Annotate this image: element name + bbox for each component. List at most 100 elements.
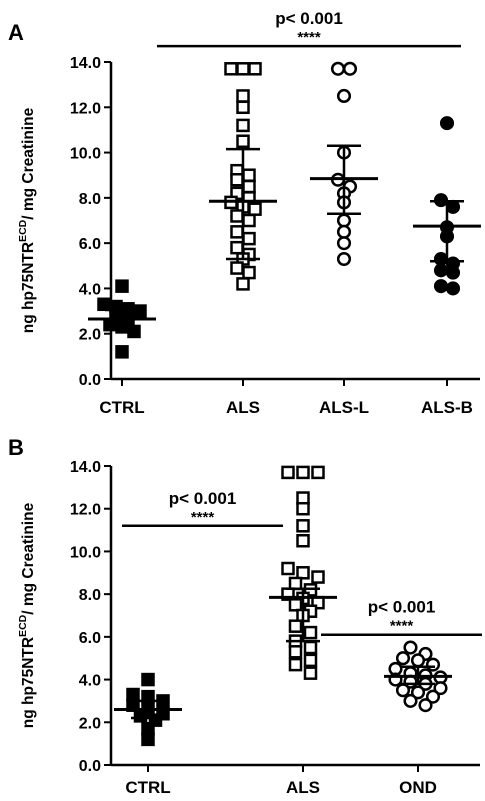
data-point-circle <box>425 657 441 672</box>
y-tick-label: 8.0 <box>79 587 101 604</box>
data-point-square <box>311 570 325 584</box>
data-point-circle <box>445 281 461 296</box>
y-axis-label-sup: ECD <box>17 614 29 637</box>
y-tick-label: 10.0 <box>70 146 101 163</box>
data-point-square <box>115 345 129 359</box>
y-tick-label: 12.0 <box>70 502 101 519</box>
data-point-square <box>224 62 238 76</box>
data-point-circle <box>425 689 441 704</box>
data-point-circle <box>439 116 455 131</box>
data-point-square <box>236 62 250 76</box>
data-point-square <box>115 279 129 293</box>
data-point-square <box>303 640 318 655</box>
data-point-square <box>242 179 256 194</box>
y-tick-label: 10.0 <box>70 544 101 561</box>
y-axis-label-tail: / mg Creatinine <box>20 107 37 219</box>
y-tick-label: 2.0 <box>79 327 101 344</box>
data-point-square <box>236 100 250 115</box>
data-point-square <box>248 202 262 216</box>
data-point-circle <box>336 236 352 251</box>
y-axis-label-tail: / mg Creatinine <box>20 502 37 614</box>
data-point-circle <box>433 681 448 696</box>
data-point-square <box>303 653 318 668</box>
data-point-square <box>126 687 140 702</box>
data-point-square <box>141 732 155 747</box>
y-tick-label: 14.0 <box>70 459 101 476</box>
data-point-square <box>242 213 256 228</box>
category-label: ALS-L <box>319 398 369 417</box>
data-point-circle <box>336 88 352 104</box>
category-label: ALS <box>286 778 320 797</box>
y-axis-label-main: ng hp75NTR <box>20 637 37 728</box>
data-point-square <box>236 118 250 133</box>
data-point-square <box>141 672 155 687</box>
y-axis-label: ng hp75NTRECD/ mg Creatinine <box>17 107 37 333</box>
y-tick-label: 14.0 <box>70 55 101 72</box>
y-axis-label-main: ng hp75NTR <box>20 242 37 333</box>
category-label: OND <box>399 778 437 797</box>
significance-label: p< 0.001 <box>169 489 237 508</box>
y-tick-label: 0.0 <box>79 758 101 775</box>
data-point-circle <box>336 224 352 239</box>
data-point-circle <box>403 693 418 708</box>
data-point-square <box>230 240 244 255</box>
data-point-square <box>230 225 244 239</box>
panel-a: A 0.0 2.0 4.0 6.0 8.0 10.0 12.0 14.0 ng hp75NTREC… <box>8 9 481 417</box>
data-point-circle <box>395 651 411 666</box>
data-point-circle <box>445 199 461 214</box>
y-tick-label: 6.0 <box>79 236 101 253</box>
y-tick-label: 8.0 <box>79 191 101 208</box>
data-point-square <box>296 491 310 505</box>
data-point-square <box>303 666 318 680</box>
data-point-square <box>296 519 310 533</box>
panel-letter: B <box>8 435 24 460</box>
data-point-circle <box>330 61 346 76</box>
data-point-circle <box>433 263 449 278</box>
data-point-square <box>230 209 244 223</box>
data-point-circle <box>410 685 426 700</box>
data-point-square <box>236 277 250 291</box>
data-point-square <box>288 657 303 672</box>
data-point-square <box>296 465 310 480</box>
y-tick-label: 2.0 <box>79 715 101 732</box>
category-label: ALS-B <box>421 398 473 417</box>
y-axis-label-sup: ECD <box>17 219 29 242</box>
data-point-square <box>230 172 244 187</box>
data-point-square <box>303 625 318 640</box>
y-tick-label: 0.0 <box>79 372 101 389</box>
data-point-circle <box>433 279 449 294</box>
panel-letter: A <box>8 20 24 45</box>
data-point-square <box>148 713 163 727</box>
data-point-square <box>288 598 303 612</box>
y-tick-label: 6.0 <box>79 630 101 647</box>
panel-b: B 0.0 2.0 4.0 6.0 8.0 10.0 12.0 14.0 ng hp75NTREC… <box>8 435 482 797</box>
data-point-square <box>296 566 310 580</box>
data-point-square <box>288 576 303 591</box>
data-point-square <box>242 231 256 246</box>
y-tick-label: 4.0 <box>79 673 101 690</box>
significance-label: p< 0.001 <box>275 9 343 28</box>
y-axis-label: ng hp75NTRECD/ mg Creatinine <box>17 502 37 728</box>
data-point-square <box>97 297 111 312</box>
significance-stars: **** <box>191 509 215 526</box>
data-point-square <box>236 134 250 148</box>
data-point-circle <box>336 213 352 228</box>
data-point-circle <box>336 251 352 267</box>
category-label: CTRL <box>125 778 170 797</box>
data-point-circle <box>395 683 411 698</box>
data-point-square <box>288 645 303 659</box>
data-point-square <box>242 168 256 182</box>
data-point-square <box>296 534 310 548</box>
data-point-circle <box>418 698 433 713</box>
category-label: ALS <box>226 398 260 417</box>
data-point-square <box>311 465 325 480</box>
data-point-circle <box>403 640 418 655</box>
significance-stars: **** <box>390 618 414 635</box>
data-point-circle <box>342 61 358 76</box>
significance-stars: **** <box>297 29 321 46</box>
data-point-square <box>230 261 244 275</box>
data-point-square <box>127 324 141 339</box>
data-point-square <box>141 721 155 736</box>
data-point-square <box>288 619 303 633</box>
